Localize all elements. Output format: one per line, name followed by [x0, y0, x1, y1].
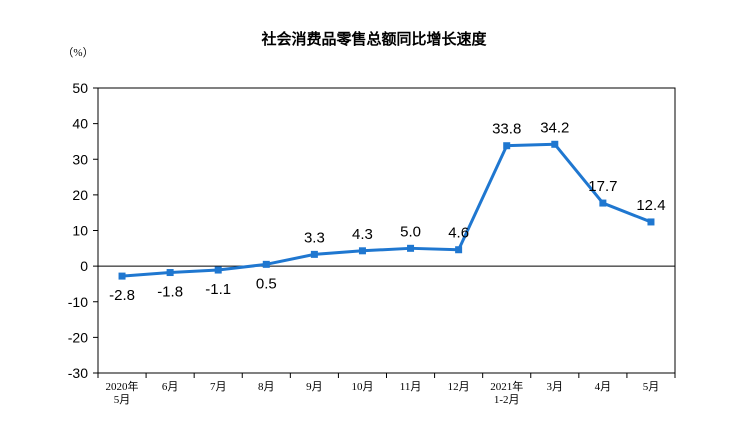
data-point-marker: [262, 260, 270, 268]
data-label: -1.1: [205, 281, 231, 298]
y-unit-label: （%）: [62, 46, 93, 59]
x-tick-label: 3月: [547, 381, 564, 393]
data-label: 5.0: [400, 223, 421, 240]
x-tick-label: 2020年 5月: [106, 379, 139, 406]
data-label: 33.8: [492, 121, 521, 138]
x-tick-label: 12月: [448, 381, 470, 393]
y-tick-label: -20: [68, 329, 88, 345]
y-axis: 50 40 30 20 10 0 -10 -20 -30: [68, 80, 98, 381]
y-tick-label: 40: [72, 116, 88, 132]
y-tick-label: -10: [68, 294, 88, 310]
y-tick-label: 0: [80, 258, 88, 274]
data-point-marker: [599, 199, 607, 207]
x-tick-label: 2021年 1-2月: [490, 379, 523, 406]
x-tick-label: 8月: [258, 381, 275, 393]
series-line: [121, 142, 652, 278]
plot-area-frame: [97, 87, 676, 374]
data-point-marker: [455, 246, 463, 254]
data-label: 4.6: [448, 225, 469, 242]
data-label: 0.5: [256, 275, 277, 292]
data-label: 17.7: [588, 178, 617, 195]
x-tick-label: 11月: [400, 381, 422, 393]
y-tick-label: 50: [72, 80, 88, 96]
x-axis: 2020年 5月 6月 7月 8月 9月 10月 11月 12月 2021年 1-2月 3月 4月 5月: [97, 373, 676, 406]
data-labels: -2.8 -1.8 -1.1 0.5 3.3 4.3 5.0 4.6 33.8 34.2 17.7 1…: [109, 119, 665, 304]
data-point-marker: [407, 244, 415, 252]
y-tick-label: 20: [72, 187, 88, 203]
x-tick-label: 5月: [643, 381, 660, 393]
data-label: 34.2: [540, 119, 569, 136]
x-tick-label: 10月: [351, 381, 373, 393]
data-label: 12.4: [636, 197, 665, 214]
data-label: -1.8: [157, 284, 183, 301]
x-tick-label: 4月: [595, 381, 612, 393]
y-tick-label: 30: [72, 151, 88, 167]
data-label: 3.3: [304, 229, 325, 246]
data-label: -2.8: [109, 287, 135, 304]
x-tick-label: 9月: [306, 381, 323, 393]
data-point-marker: [647, 218, 655, 226]
data-point-marker: [166, 269, 174, 277]
data-points: [118, 140, 655, 280]
data-point-marker: [551, 140, 559, 148]
data-point-marker: [310, 250, 318, 258]
x-tick-label: 6月: [162, 381, 179, 393]
y-tick-label: -30: [68, 365, 88, 381]
y-tick-label: 10: [72, 223, 88, 239]
x-tick-label: 7月: [210, 381, 227, 393]
data-point-marker: [214, 266, 222, 274]
data-point-marker: [358, 247, 366, 255]
data-point-marker: [503, 142, 511, 150]
data-point-marker: [118, 272, 126, 280]
chart-title: 社会消费品零售总额同比增长速度: [260, 30, 487, 48]
data-label: 4.3: [352, 226, 373, 243]
